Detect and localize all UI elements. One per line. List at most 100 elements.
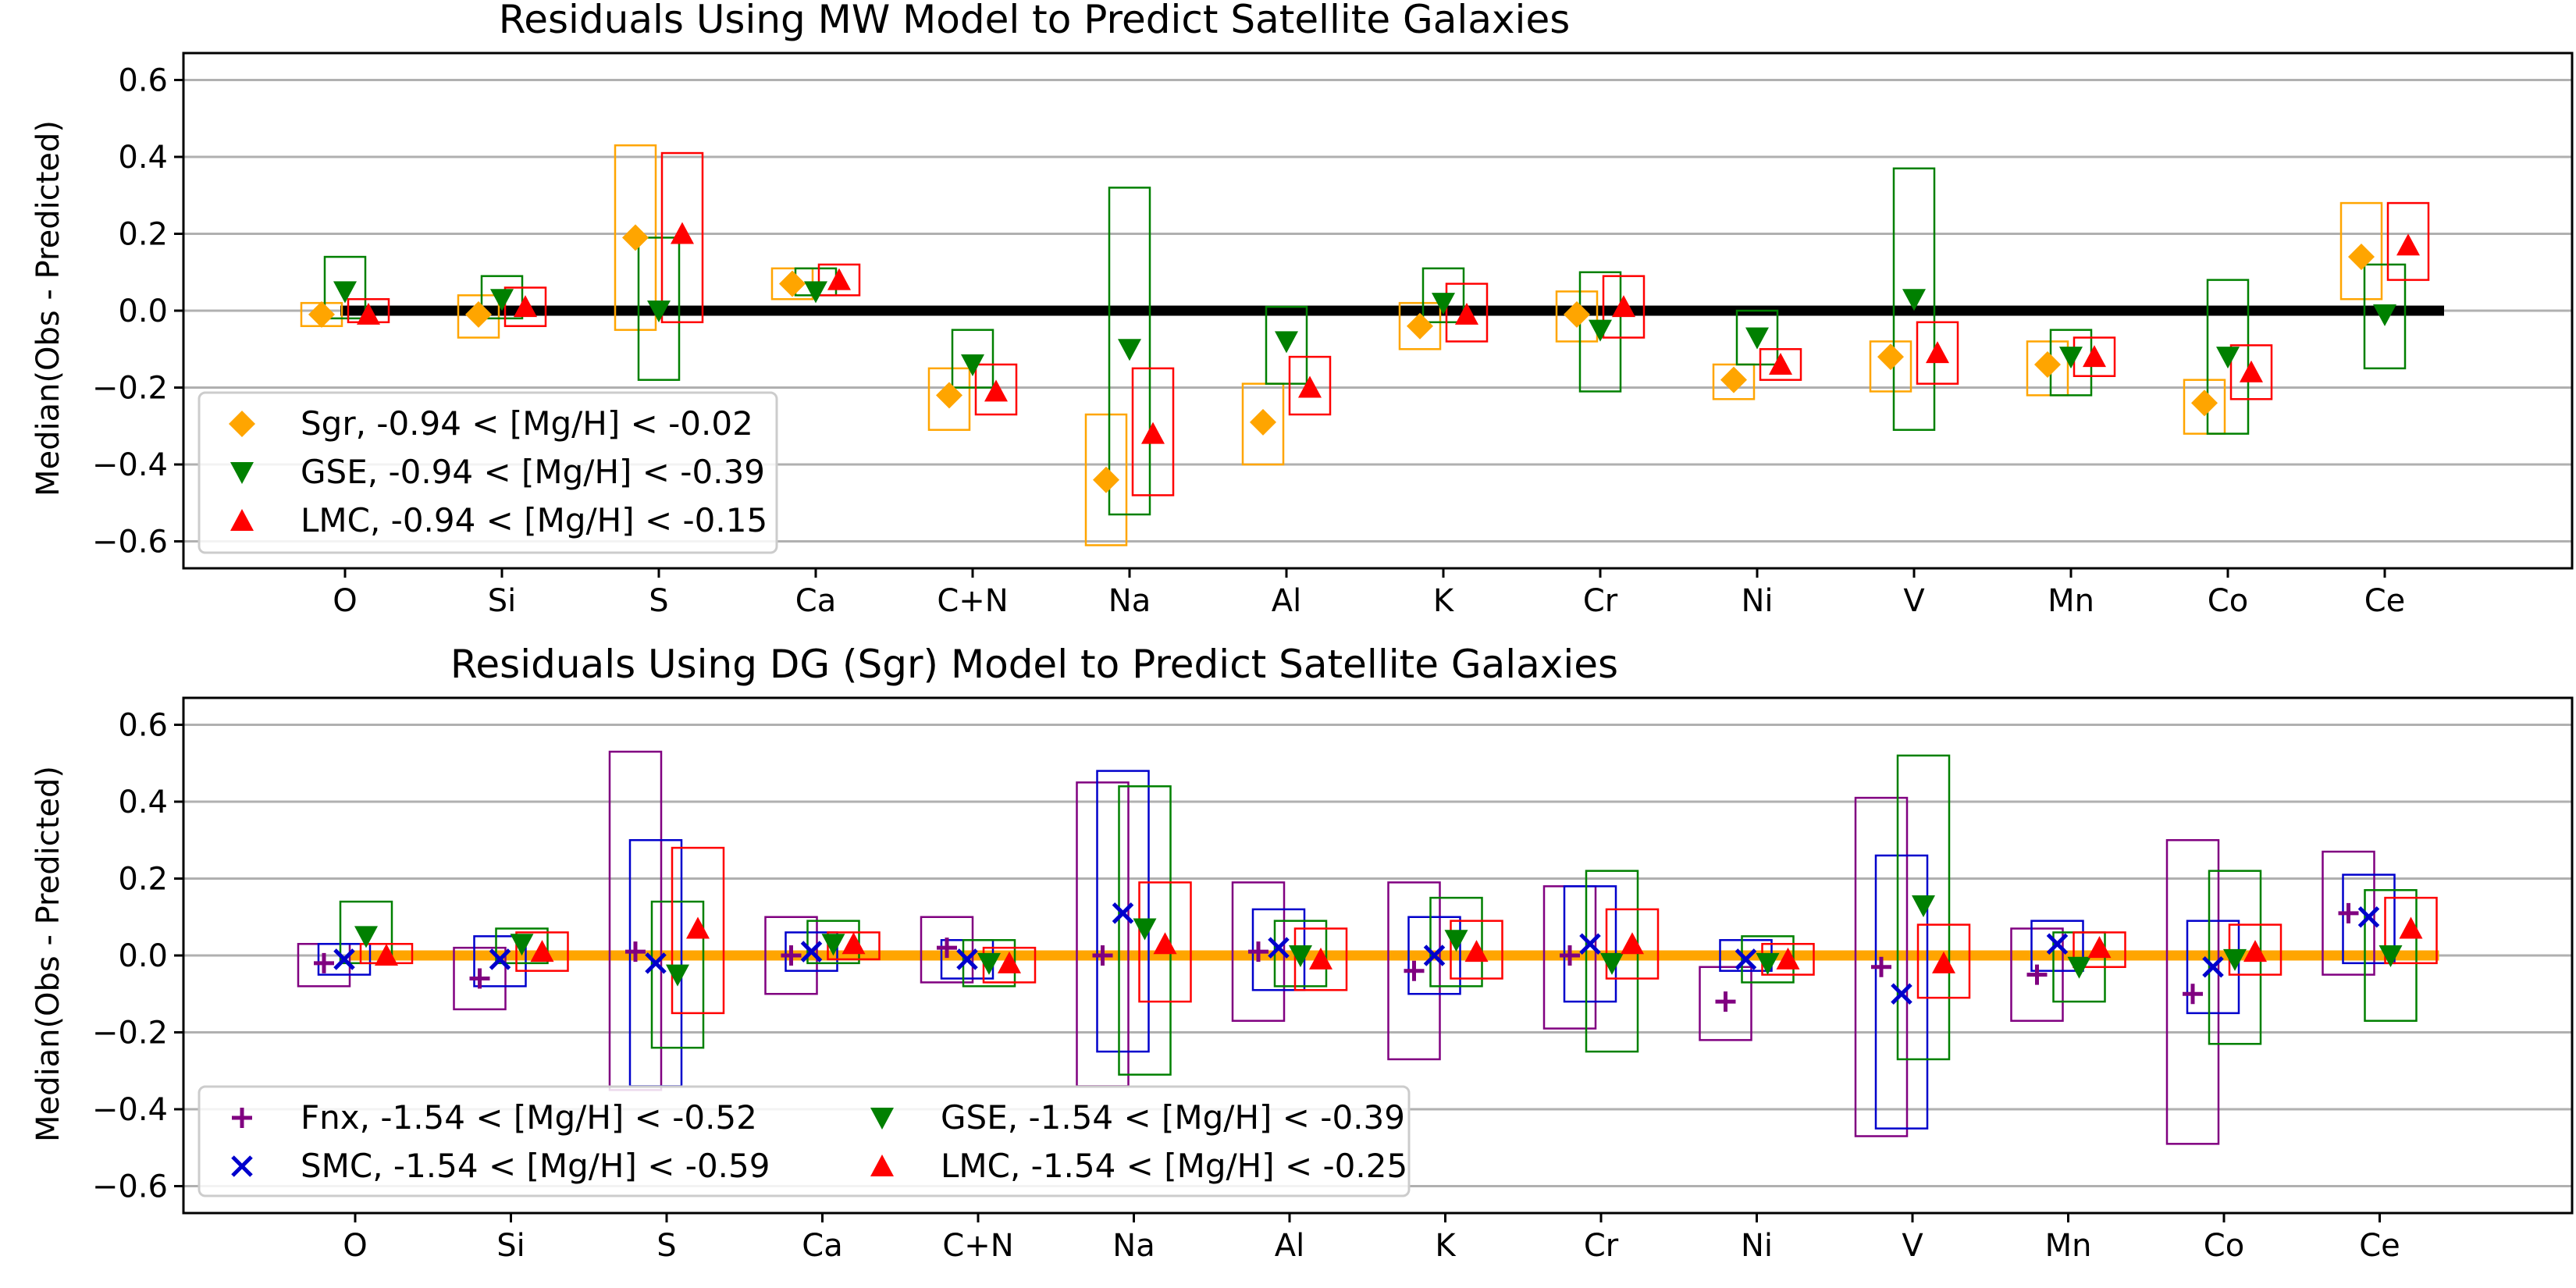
data-point	[2348, 244, 2375, 271]
legend-label: Sgr, -0.94 < [Mg/H] < -0.02	[301, 404, 753, 443]
x-tick-label: V	[1903, 583, 1925, 619]
range-box	[785, 931, 838, 972]
range-box	[1429, 896, 1483, 987]
range-box	[1241, 382, 1285, 466]
range-box	[2026, 340, 2069, 397]
x-ticks: O Si S Ca C+N Na Al K Cr Ni V Mn Co Ce	[333, 568, 2405, 619]
axes-frame	[182, 52, 2574, 570]
range-box	[2363, 263, 2407, 370]
data-point	[1093, 466, 1119, 493]
data-point	[1560, 945, 1580, 966]
range-box	[927, 367, 971, 431]
data-point	[1309, 947, 1332, 970]
data-point	[1621, 932, 1644, 955]
data-point	[800, 941, 823, 962]
data-point	[333, 281, 357, 304]
x-tick-label: Co	[2208, 583, 2248, 619]
data-point	[2067, 956, 2091, 979]
y-tick-label: −0.4	[92, 447, 168, 483]
data-point	[1776, 947, 1800, 970]
data-point	[314, 952, 334, 973]
range-box	[1108, 187, 1151, 516]
range-box	[1869, 340, 1912, 393]
data-point	[2243, 940, 2267, 962]
range-box	[2165, 838, 2220, 1145]
panel-title: Residuals Using MW Model to Predict Sate…	[499, 0, 1571, 42]
data-point	[1877, 343, 1904, 371]
range-box	[1585, 870, 1639, 1053]
x-tick-label: Si	[496, 1228, 525, 1264]
mw-model-panel: Residuals Using MW Model to Predict Sate…	[30, 0, 2574, 619]
range-box	[2229, 344, 2273, 400]
x-tick-label: O	[343, 1228, 367, 1264]
x-tick-label: Mn	[2048, 583, 2094, 619]
legend-marker	[230, 509, 254, 531]
data-point	[1248, 941, 1268, 962]
x-tick-label: C+N	[942, 1228, 1013, 1264]
y-tick-label: 0.2	[118, 216, 168, 252]
data-point	[375, 944, 398, 966]
data-point	[2396, 233, 2420, 256]
data-point	[2379, 945, 2403, 967]
data-point	[2216, 347, 2240, 369]
data-markers	[314, 895, 2423, 1012]
range-box	[2384, 896, 2438, 965]
data-point	[2059, 347, 2083, 369]
range-box	[1118, 785, 1172, 1076]
x-tick-label: Mn	[2045, 1228, 2092, 1264]
range-box	[1076, 781, 1130, 1087]
x-tick-label: Cr	[1584, 1228, 1619, 1264]
data-point	[1769, 352, 1792, 375]
data-point	[469, 968, 490, 989]
data-point	[1268, 937, 1290, 959]
range-box	[2183, 379, 2226, 435]
data-point	[1579, 933, 1601, 955]
range-box	[1735, 309, 1779, 366]
data-point	[530, 940, 554, 962]
range-box	[1699, 966, 1752, 1041]
x-tick-label: Ni	[1741, 583, 1773, 619]
data-point	[779, 270, 806, 297]
data-point	[1902, 289, 1926, 311]
range-box	[1445, 283, 1489, 343]
y-tick-label: 0.0	[118, 294, 168, 329]
range-box	[515, 931, 569, 972]
legend-marker	[232, 1108, 252, 1128]
data-point	[2046, 933, 2069, 955]
data-point	[645, 952, 667, 974]
data-point	[1092, 945, 1113, 966]
range-box	[2386, 201, 2430, 281]
x-tick-label: S	[656, 1228, 676, 1264]
data-point	[2357, 906, 2380, 928]
range-box	[1555, 290, 1599, 343]
legend-marker	[229, 411, 255, 437]
range-box	[982, 946, 1037, 984]
data-point	[1250, 408, 1276, 436]
data-point	[489, 948, 511, 970]
data-point	[510, 934, 534, 956]
legend-label: Fnx, -1.54 < [Mg/H] < -0.52	[301, 1098, 757, 1137]
x-tick-label: Ce	[2364, 583, 2406, 619]
data-point	[1735, 948, 1757, 970]
data-point	[622, 224, 649, 251]
data-point	[671, 222, 694, 244]
data-point	[2338, 902, 2359, 923]
data-point	[1444, 930, 1468, 952]
data-point	[1133, 918, 1157, 941]
range-box	[920, 916, 974, 984]
legend-box	[197, 391, 778, 554]
data-point	[937, 938, 957, 959]
data-point	[1289, 945, 1312, 967]
data-point	[2083, 345, 2106, 368]
range-box	[495, 927, 549, 965]
data-point	[936, 382, 962, 409]
data-point	[1720, 366, 1747, 393]
x-tick-label: Ni	[1741, 1228, 1773, 1264]
data-point	[1600, 952, 1624, 975]
x-tick-label: Na	[1108, 583, 1151, 619]
y-tick-label: −0.6	[92, 525, 168, 560]
data-markers	[308, 222, 2420, 493]
range-box	[1138, 881, 1192, 1003]
range-box	[1131, 367, 1175, 496]
